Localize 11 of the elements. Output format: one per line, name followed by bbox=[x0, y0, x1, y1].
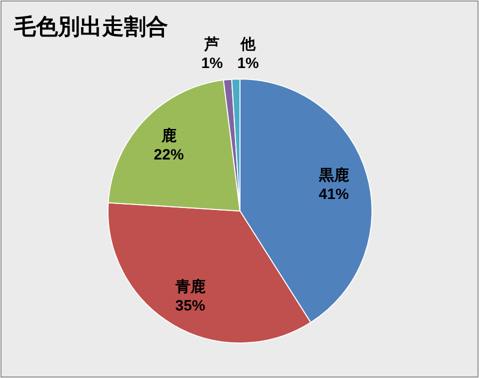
data-label: 1% bbox=[201, 55, 223, 72]
data-label: 35% bbox=[175, 298, 206, 315]
slice-label: 青鹿 bbox=[174, 278, 206, 296]
slice-label: 他 bbox=[240, 36, 257, 54]
data-label: 41% bbox=[318, 186, 349, 204]
data-label: 1% bbox=[237, 55, 259, 72]
chart-title: 毛色別出走割合 bbox=[13, 14, 168, 39]
slice-label: 黒鹿 bbox=[318, 166, 349, 184]
slice-label: 芦 bbox=[204, 36, 220, 54]
slice-label: 鹿 bbox=[160, 126, 176, 145]
data-label: 22% bbox=[154, 146, 184, 164]
